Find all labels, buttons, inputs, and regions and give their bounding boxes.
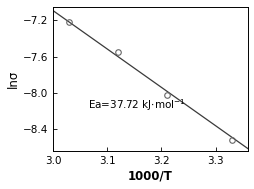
Y-axis label: lnσ: lnσ xyxy=(7,70,20,88)
Text: Ea=37.72 kJ$\cdot$mol$^{-1}$: Ea=37.72 kJ$\cdot$mol$^{-1}$ xyxy=(88,97,185,113)
X-axis label: 1000/T: 1000/T xyxy=(128,169,172,182)
